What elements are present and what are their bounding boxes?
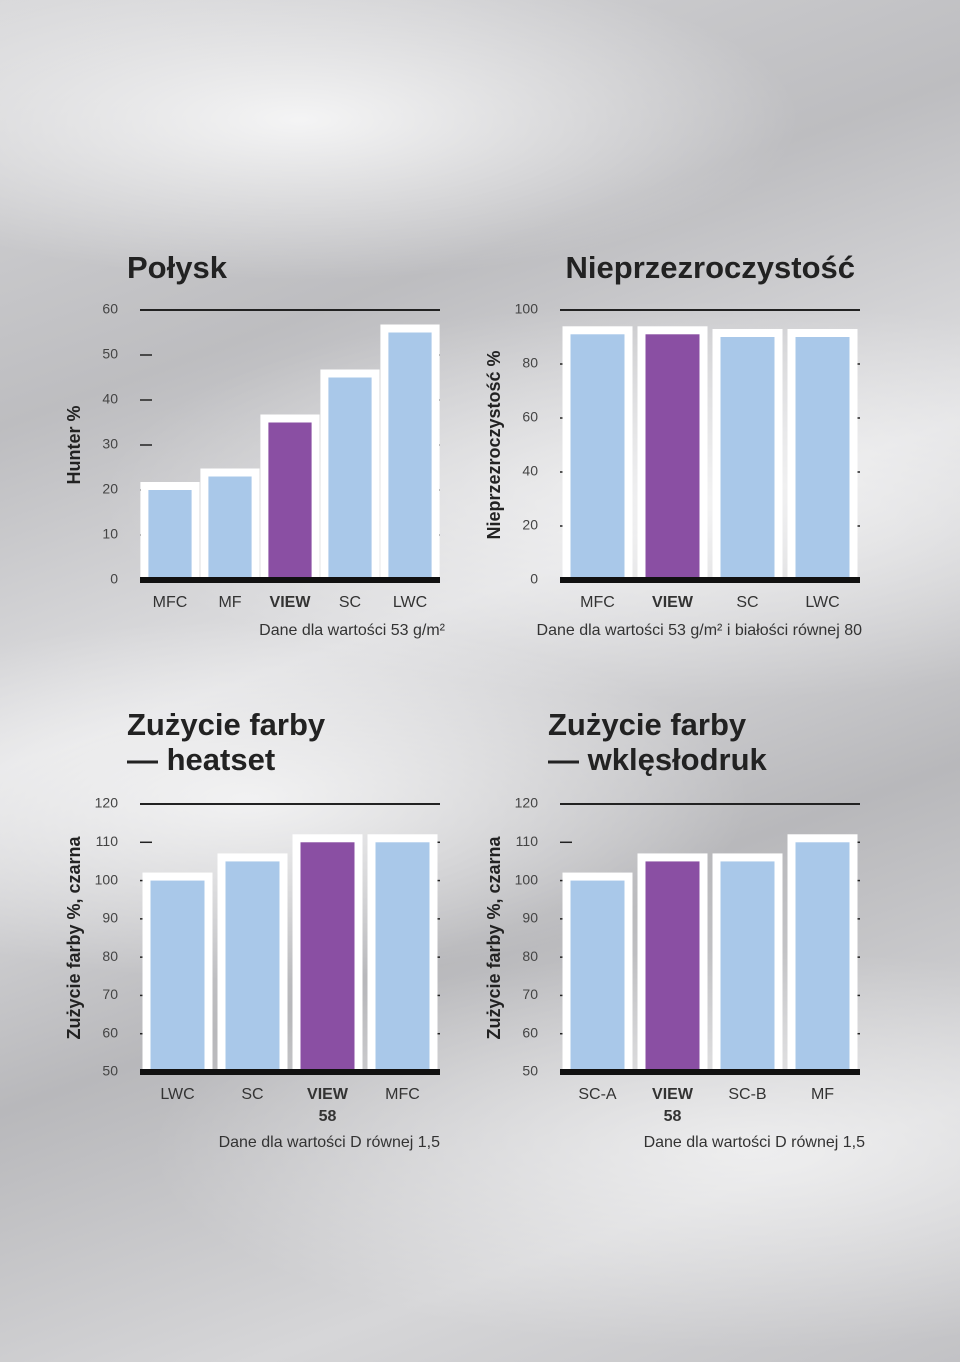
y-tick-label: 10 [102, 526, 118, 542]
y-tick-label: 60 [102, 1024, 118, 1040]
y-tick-label: 100 [515, 301, 539, 317]
x-tick-label: SC-B [728, 1086, 766, 1103]
x-tick-label: VIEW [652, 1086, 694, 1103]
chart-title: — wklęsłodruk [548, 742, 768, 777]
y-tick-label: 50 [522, 1063, 538, 1079]
chart-note: Dane dla wartości 53 g/m² [259, 622, 446, 639]
bar [570, 334, 625, 580]
x-tick-label: MF [218, 594, 241, 611]
y-tick-label: 30 [102, 436, 118, 452]
y-tick-label: 20 [102, 481, 118, 497]
bar [720, 861, 775, 1072]
y-axis-label: Zużycie farby %, czarna [64, 835, 84, 1039]
x-tick-note: 58 [319, 1108, 337, 1125]
y-tick-label: 100 [515, 871, 539, 887]
bar [208, 476, 252, 580]
x-tick-note: 58 [664, 1108, 682, 1125]
bar [268, 422, 312, 580]
bar [150, 880, 205, 1072]
y-tick-label: 110 [96, 833, 119, 849]
x-tick-label: VIEW [652, 594, 694, 611]
bar [328, 377, 372, 580]
x-tick-label: SC [241, 1086, 263, 1103]
y-tick-label: 90 [102, 910, 118, 926]
bar [388, 332, 432, 580]
y-tick-label: 80 [102, 948, 118, 964]
y-tick-label: 110 [516, 833, 539, 849]
x-tick-label: LWC [160, 1086, 194, 1103]
y-tick-label: 60 [522, 409, 538, 425]
chart-title: — heatset [127, 742, 275, 777]
chart-title: Połysk [127, 250, 228, 285]
y-axis-label: Zużycie farby %, czarna [484, 835, 504, 1039]
chart-note: Dane dla wartości 53 g/m² i białości rów… [537, 622, 863, 639]
y-tick-label: 50 [102, 346, 118, 362]
y-tick-label: 90 [522, 910, 538, 926]
x-tick-label: LWC [805, 594, 839, 611]
chart-title: Zużycie farby [548, 707, 747, 742]
bar [300, 842, 355, 1072]
x-tick-label: VIEW [270, 594, 312, 611]
y-tick-label: 70 [102, 986, 118, 1002]
y-tick-label: 0 [110, 571, 118, 587]
x-tick-label: SC [736, 594, 758, 611]
bar [645, 861, 700, 1072]
y-tick-label: 20 [522, 517, 538, 533]
x-tick-label: LWC [393, 594, 427, 611]
y-tick-label: 100 [95, 871, 119, 887]
y-tick-label: 0 [530, 571, 538, 587]
chart-title: Zużycie farby [127, 707, 326, 742]
bar [570, 880, 625, 1072]
y-tick-label: 60 [522, 1024, 538, 1040]
bar [225, 861, 280, 1072]
y-tick-label: 120 [95, 795, 119, 811]
bar [795, 337, 850, 580]
y-tick-label: 40 [522, 463, 538, 479]
bar [720, 337, 775, 580]
y-axis-label: Hunter % [64, 405, 84, 484]
x-tick-label: MF [811, 1086, 834, 1103]
bar [375, 842, 430, 1072]
x-tick-label: MFC [153, 594, 188, 611]
x-tick-label: MFC [385, 1086, 420, 1103]
chart-note: Dane dla wartości D równej 1,5 [644, 1134, 866, 1151]
bar [645, 334, 700, 580]
y-tick-label: 50 [102, 1063, 118, 1079]
y-tick-label: 60 [102, 301, 118, 317]
y-axis-label: Nieprzezroczystość % [484, 350, 504, 539]
bar [148, 490, 192, 580]
chart-note: Dane dla wartości D równej 1,5 [219, 1134, 441, 1151]
y-tick-label: 80 [522, 948, 538, 964]
x-tick-label: VIEW [307, 1086, 349, 1103]
y-tick-label: 120 [515, 795, 539, 811]
chart-title: Nieprzezroczystość [566, 250, 855, 285]
bar [795, 842, 850, 1072]
y-tick-label: 70 [522, 986, 538, 1002]
y-tick-label: 40 [102, 391, 118, 407]
y-tick-label: 80 [522, 355, 538, 371]
x-tick-label: MFC [580, 594, 615, 611]
x-tick-label: SC [339, 594, 361, 611]
x-tick-label: SC-A [578, 1086, 617, 1103]
